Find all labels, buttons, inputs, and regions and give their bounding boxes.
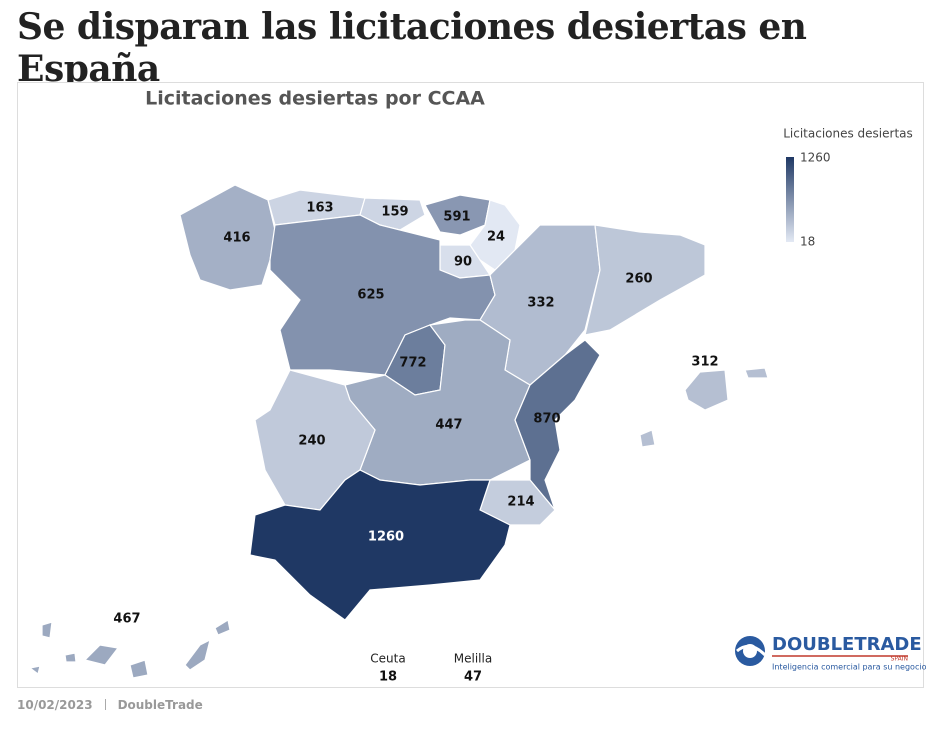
legend-max: 1260 xyxy=(800,151,831,165)
region-value: 24 xyxy=(487,230,505,245)
legend-title: Licitaciones desiertas xyxy=(783,127,913,141)
headline: Se disparan las licitaciones desiertas e… xyxy=(17,6,807,90)
region-value: 416 xyxy=(223,231,250,246)
region xyxy=(269,214,496,376)
footer-date: 10/02/2023 xyxy=(17,698,93,712)
enclave-name: Ceuta xyxy=(370,652,405,666)
enclave-value: 47 xyxy=(464,670,482,685)
region xyxy=(28,665,41,676)
region xyxy=(129,659,149,679)
region xyxy=(41,621,53,639)
footer: 10/02/2023 DoubleTrade xyxy=(17,698,203,712)
region xyxy=(744,367,769,379)
region-value: 1260 xyxy=(368,530,404,545)
region xyxy=(83,644,120,666)
region xyxy=(639,429,656,448)
region-value: 870 xyxy=(533,412,560,427)
region xyxy=(684,369,729,411)
logo-icon xyxy=(736,644,767,657)
region-value: 163 xyxy=(306,201,333,216)
map-title: Licitaciones desiertas por CCAA xyxy=(145,88,485,110)
region-value: 591 xyxy=(443,210,470,225)
region xyxy=(64,652,77,663)
region-value: 625 xyxy=(357,288,384,303)
logo-tagline: Inteligencia comercial para su negocio xyxy=(772,663,926,672)
region-value: 159 xyxy=(381,205,408,220)
regions xyxy=(28,184,769,679)
region-value: 447 xyxy=(435,418,462,433)
footer-source: DoubleTrade xyxy=(117,698,203,712)
footer-separator xyxy=(104,699,106,710)
legend-min: 18 xyxy=(800,235,815,249)
region xyxy=(214,619,231,636)
region-value: 467 xyxy=(113,612,140,627)
region xyxy=(584,224,706,336)
logo-name: DOUBLETRADE xyxy=(772,634,922,655)
region xyxy=(514,339,601,511)
region-value: 260 xyxy=(625,272,652,287)
region-value: 312 xyxy=(691,355,718,370)
region-value: 772 xyxy=(399,356,426,371)
region xyxy=(179,184,276,291)
logo-country: SPAIN xyxy=(891,656,908,663)
region xyxy=(249,469,511,621)
region-value: 240 xyxy=(298,434,325,449)
enclave-name: Melilla xyxy=(454,652,492,666)
region-value: 332 xyxy=(527,296,554,311)
legend-bar xyxy=(786,157,794,242)
region-value: 90 xyxy=(454,255,472,270)
enclave-value: 18 xyxy=(379,670,397,685)
region xyxy=(184,638,211,671)
region-value: 214 xyxy=(507,495,534,510)
logo: DOUBLETRADE SPAIN Inteligencia comercial… xyxy=(735,634,926,672)
